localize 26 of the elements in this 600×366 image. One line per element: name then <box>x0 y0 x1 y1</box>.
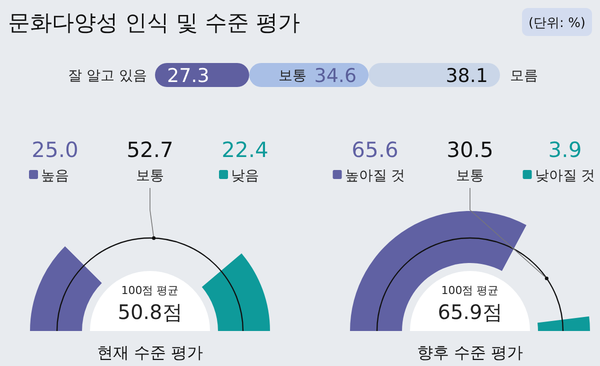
data-label: 22.4 <box>222 138 268 162</box>
data-label: 38.1 <box>446 65 488 87</box>
series-label: 모름 <box>510 68 538 84</box>
text: 현재 수준 평가 <box>96 343 204 362</box>
data-label: 34.6 <box>314 65 357 87</box>
text: 100점 평균 <box>441 284 499 297</box>
text: 65.9점 <box>438 300 502 324</box>
data-label: 52.7 <box>126 138 174 162</box>
data-label: 65.6 <box>352 138 398 162</box>
text: (단위: %) <box>528 16 586 31</box>
text: 100점 평균 <box>121 284 179 297</box>
chart-title: 문화다양성 인식 및 수준 평가 <box>8 11 300 36</box>
text: 50.8점 <box>118 300 182 324</box>
slice-label: 보통 <box>136 168 164 184</box>
slice-label: 보통 <box>456 168 484 184</box>
text: 향후 수준 평가 <box>416 343 524 362</box>
data-label: 3.9 <box>548 138 582 162</box>
legend-label: 높음 <box>41 168 69 184</box>
legend-label: 낮아질 것 <box>534 168 596 184</box>
data-label: 25.0 <box>32 138 78 162</box>
legend-label: 낮음 <box>231 168 259 184</box>
series-label: 잘 알고 있음 <box>68 68 147 84</box>
legend-label: 높아질 것 <box>344 168 406 184</box>
series-label: 보통 <box>278 68 307 84</box>
data-label: 27.3 <box>167 65 210 87</box>
data-label: 30.5 <box>446 138 494 162</box>
